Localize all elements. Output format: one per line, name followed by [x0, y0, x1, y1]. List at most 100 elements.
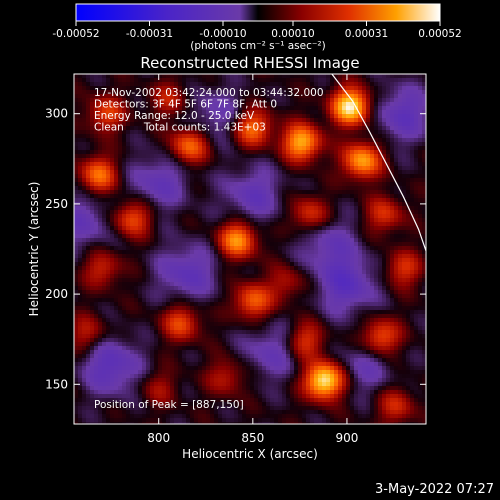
- heatmap-cell: [238, 82, 243, 87]
- heatmap-cell: [374, 222, 379, 227]
- heatmap-cell: [86, 150, 91, 155]
- heatmap-cell: [314, 106, 319, 111]
- heatmap-cell: [78, 178, 83, 183]
- heatmap-cell: [370, 222, 375, 227]
- heatmap-cell: [406, 178, 411, 183]
- heatmap-cell: [338, 138, 343, 143]
- heatmap-cell: [210, 214, 215, 219]
- heatmap-cell: [286, 174, 291, 179]
- heatmap-cell: [406, 246, 411, 251]
- heatmap-cell: [294, 194, 299, 199]
- heatmap-cell: [166, 130, 171, 135]
- heatmap-cell: [158, 266, 163, 271]
- heatmap-cell: [346, 178, 351, 183]
- heatmap-cell: [298, 218, 303, 223]
- heatmap-cell: [142, 266, 147, 271]
- heatmap-cell: [218, 290, 223, 295]
- heatmap-cell: [114, 90, 119, 95]
- heatmap-cell: [138, 146, 143, 151]
- heatmap-cell: [410, 230, 415, 235]
- heatmap-cell: [186, 298, 191, 303]
- heatmap-cell: [126, 126, 131, 131]
- heatmap-cell: [338, 98, 343, 103]
- heatmap-cell: [82, 254, 87, 259]
- heatmap-cell: [282, 250, 287, 255]
- heatmap-cell: [126, 106, 131, 111]
- heatmap-cell: [318, 198, 323, 203]
- heatmap-cell: [238, 170, 243, 175]
- heatmap-cell: [398, 90, 403, 95]
- heatmap-cell: [350, 258, 355, 263]
- heatmap-cell: [82, 130, 87, 135]
- heatmap-cell: [154, 146, 159, 151]
- heatmap-cell: [222, 122, 227, 127]
- heatmap-cell: [266, 286, 271, 291]
- heatmap-cell: [158, 206, 163, 211]
- heatmap-cell: [130, 94, 135, 99]
- heatmap-cell: [218, 146, 223, 151]
- heatmap-cell: [314, 254, 319, 259]
- heatmap-cell: [354, 254, 359, 259]
- heatmap-cell: [118, 106, 123, 111]
- heatmap-cell: [130, 206, 135, 211]
- heatmap-cell: [390, 246, 395, 251]
- heatmap-cell: [270, 110, 275, 115]
- heatmap-cell: [314, 286, 319, 291]
- heatmap-cell: [406, 118, 411, 123]
- heatmap-cell: [210, 142, 215, 147]
- heatmap-cell: [138, 178, 143, 183]
- heatmap-cell: [90, 258, 95, 263]
- heatmap-cell: [278, 94, 283, 99]
- heatmap-cell: [78, 82, 83, 87]
- heatmap-cell: [258, 110, 263, 115]
- heatmap-cell: [374, 258, 379, 263]
- heatmap-cell: [174, 246, 179, 251]
- heatmap-cell: [306, 94, 311, 99]
- heatmap-cell: [194, 138, 199, 143]
- heatmap-cell: [334, 242, 339, 247]
- heatmap-cell: [138, 74, 143, 79]
- heatmap-cell: [130, 174, 135, 179]
- heatmap-cell: [202, 222, 207, 227]
- heatmap-cell: [230, 270, 235, 275]
- heatmap-cell: [86, 246, 91, 251]
- heatmap-cell: [170, 242, 175, 247]
- heatmap-cell: [410, 154, 415, 159]
- heatmap-cell: [130, 210, 135, 215]
- heatmap-cell: [306, 118, 311, 123]
- heatmap-cell: [174, 194, 179, 199]
- heatmap-cell: [146, 158, 151, 163]
- heatmap-cell: [258, 150, 263, 155]
- heatmap-cell: [302, 238, 307, 243]
- heatmap-cell: [142, 178, 147, 183]
- heatmap-cell: [198, 162, 203, 167]
- heatmap-cell: [250, 198, 255, 203]
- heatmap-cell: [374, 74, 379, 79]
- heatmap-cell: [94, 202, 99, 207]
- heatmap-cell: [366, 74, 371, 79]
- heatmap-cell: [86, 222, 91, 227]
- heatmap-cell: [262, 150, 267, 155]
- heatmap-cell: [410, 162, 415, 167]
- heatmap-cell: [74, 170, 79, 175]
- heatmap-cell: [182, 182, 187, 187]
- heatmap-cell: [366, 250, 371, 255]
- heatmap-cell: [206, 202, 211, 207]
- heatmap-cell: [398, 154, 403, 159]
- heatmap-cell: [182, 230, 187, 235]
- heatmap-cell: [106, 206, 111, 211]
- heatmap-cell: [234, 138, 239, 143]
- heatmap-cell: [266, 74, 271, 79]
- heatmap-cell: [162, 206, 167, 211]
- heatmap-cell: [74, 222, 79, 227]
- heatmap-cell: [254, 82, 259, 87]
- heatmap-cell: [346, 282, 351, 287]
- heatmap-cell: [74, 78, 79, 83]
- heatmap-cell: [114, 126, 119, 131]
- heatmap-cell: [178, 86, 183, 91]
- heatmap-cell: [322, 138, 327, 143]
- heatmap-cell: [114, 134, 119, 139]
- heatmap-cell: [282, 130, 287, 135]
- heatmap-cell: [226, 118, 231, 123]
- heatmap-cell: [118, 234, 123, 239]
